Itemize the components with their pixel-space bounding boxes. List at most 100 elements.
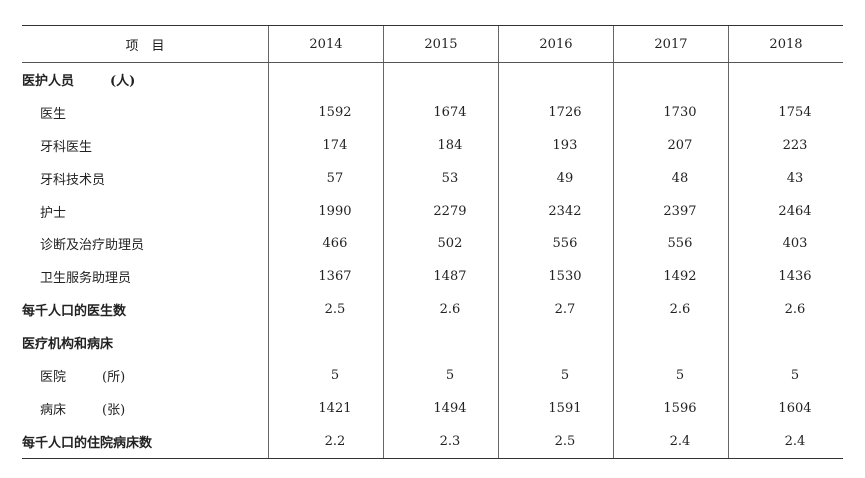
value-cell: 184 (382, 128, 499, 162)
value-cell: 5 (497, 359, 614, 392)
value-cell: 1674 (382, 95, 499, 129)
table-row: 医院 (所) 5 5 5 5 5 (22, 359, 843, 392)
value-cell: 1492 (612, 260, 729, 294)
value-cell: 2.6 (727, 293, 843, 327)
value-cell: 1494 (382, 391, 499, 425)
value-cell: 2.6 (382, 293, 499, 327)
label-text: 每千人口的医生数 (22, 304, 127, 320)
value-cell: 43 (727, 161, 843, 195)
value-cell: 556 (612, 227, 729, 261)
value-cell: 1591 (497, 391, 614, 425)
value-cell: 5 (382, 359, 499, 392)
value-cell: 2342 (497, 194, 614, 228)
label-text: 诊断及治疗助理员 (40, 238, 145, 254)
label-text: 医院 (40, 369, 67, 385)
table-row: 诊断及治疗助理员 466 502 556 556 403 (22, 227, 843, 261)
value-cell: 53 (382, 161, 499, 195)
empty-cell (382, 326, 499, 360)
value-cell: 207 (612, 128, 729, 162)
value-cell: 502 (382, 227, 499, 261)
value-cell: 1367 (267, 260, 384, 294)
row-label: 牙科医生 (22, 129, 268, 162)
value-cell: 5 (727, 359, 843, 392)
empty-cell (382, 62, 499, 96)
label-text: 每千人口的住院病床数 (22, 435, 153, 451)
value-cell: 57 (267, 161, 384, 195)
value-cell: 174 (267, 128, 384, 162)
table-row: 牙科技术员 57 53 49 48 43 (22, 161, 843, 195)
value-cell: 1596 (612, 391, 729, 425)
value-cell: 49 (497, 161, 614, 195)
data-table: 项 目 2014 2015 2016 2017 2018 医护人员 (人) 医生 1592 167… (22, 25, 843, 459)
empty-cell (727, 326, 843, 360)
header-cell: 2017 (612, 25, 729, 63)
label-text: 护士 (40, 205, 67, 221)
label-text: 牙科技术员 (40, 172, 106, 188)
value-cell: 2.5 (497, 424, 614, 459)
row-label: 每千人口的医生数 (22, 293, 268, 326)
unit-text: (张) (102, 402, 126, 418)
table-body: 医护人员 (人) 医生 1592 1674 1726 1730 1754 牙科医生 174 184 1… (22, 62, 843, 459)
value-cell: 5 (612, 359, 729, 392)
row-label: 每千人口的住院病床数 (22, 424, 269, 459)
value-cell: 1421 (267, 391, 384, 425)
value-cell: 2.5 (267, 293, 384, 327)
value-cell: 1604 (727, 391, 843, 425)
value-cell: 1592 (267, 95, 384, 129)
value-cell: 2.2 (267, 424, 384, 459)
row-label: 医护人员 (人) (22, 63, 268, 96)
label-text: 病床 (40, 402, 67, 418)
value-cell: 48 (612, 161, 729, 195)
empty-cell (497, 326, 614, 360)
table-row: 医生 1592 1674 1726 1730 1754 (22, 95, 843, 129)
value-cell: 5 (267, 359, 384, 392)
row-label: 诊断及治疗助理员 (22, 227, 268, 260)
value-cell: 2397 (612, 194, 729, 228)
value-cell: 2.7 (497, 293, 614, 327)
value-cell: 1730 (612, 95, 729, 129)
value-cell: 556 (497, 227, 614, 261)
value-cell: 2279 (382, 194, 499, 228)
row-label: 卫生服务助理员 (22, 260, 268, 293)
label-text: 医疗机构和病床 (22, 337, 114, 353)
header-cell: 2018 (727, 25, 843, 63)
row-label: 护士 (22, 195, 268, 228)
value-cell: 466 (267, 227, 384, 261)
value-cell: 403 (727, 227, 843, 261)
header-cell: 2016 (497, 25, 614, 63)
value-cell: 2.4 (612, 424, 729, 459)
row-label: 病床 (张) (22, 392, 268, 425)
table-row: 病床 (张) 1421 1494 1591 1596 1604 (22, 391, 843, 425)
value-cell: 1990 (267, 194, 384, 228)
value-cell: 193 (497, 128, 614, 162)
empty-cell (612, 62, 729, 96)
table-row: 护士 1990 2279 2342 2397 2464 (22, 194, 843, 228)
value-cell: 2.6 (612, 293, 729, 327)
value-cell: 1487 (382, 260, 499, 294)
label-text: 卫生服务助理员 (40, 271, 132, 287)
table-row: 每千人口的住院病床数 2.2 2.3 2.5 2.4 2.4 (22, 424, 843, 459)
value-cell: 1436 (727, 260, 843, 294)
label-text: 医护人员 (22, 73, 75, 89)
unit-text: (人) (110, 73, 136, 89)
empty-cell (497, 62, 614, 96)
value-cell: 223 (727, 128, 843, 162)
table-row: 牙科医生 174 184 193 207 223 (22, 128, 843, 162)
header-cell: 2014 (267, 25, 384, 63)
header-row: 项 目 2014 2015 2016 2017 2018 (22, 25, 843, 63)
header-cell: 项 目 (22, 25, 269, 63)
table-row: 每千人口的医生数 2.5 2.6 2.7 2.6 2.6 (22, 293, 843, 327)
unit-text: (所) (102, 369, 126, 385)
label-text: 医生 (40, 106, 67, 122)
value-cell: 1726 (497, 95, 614, 129)
label-text: 牙科医生 (40, 139, 93, 155)
empty-cell (612, 326, 729, 360)
table-row: 医疗机构和病床 (22, 326, 843, 360)
value-cell: 1530 (497, 260, 614, 294)
value-cell: 1754 (727, 95, 843, 129)
value-cell: 2464 (727, 194, 843, 228)
table-row: 医护人员 (人) (22, 62, 843, 96)
empty-cell (267, 62, 384, 96)
header-cell: 2015 (382, 25, 499, 63)
